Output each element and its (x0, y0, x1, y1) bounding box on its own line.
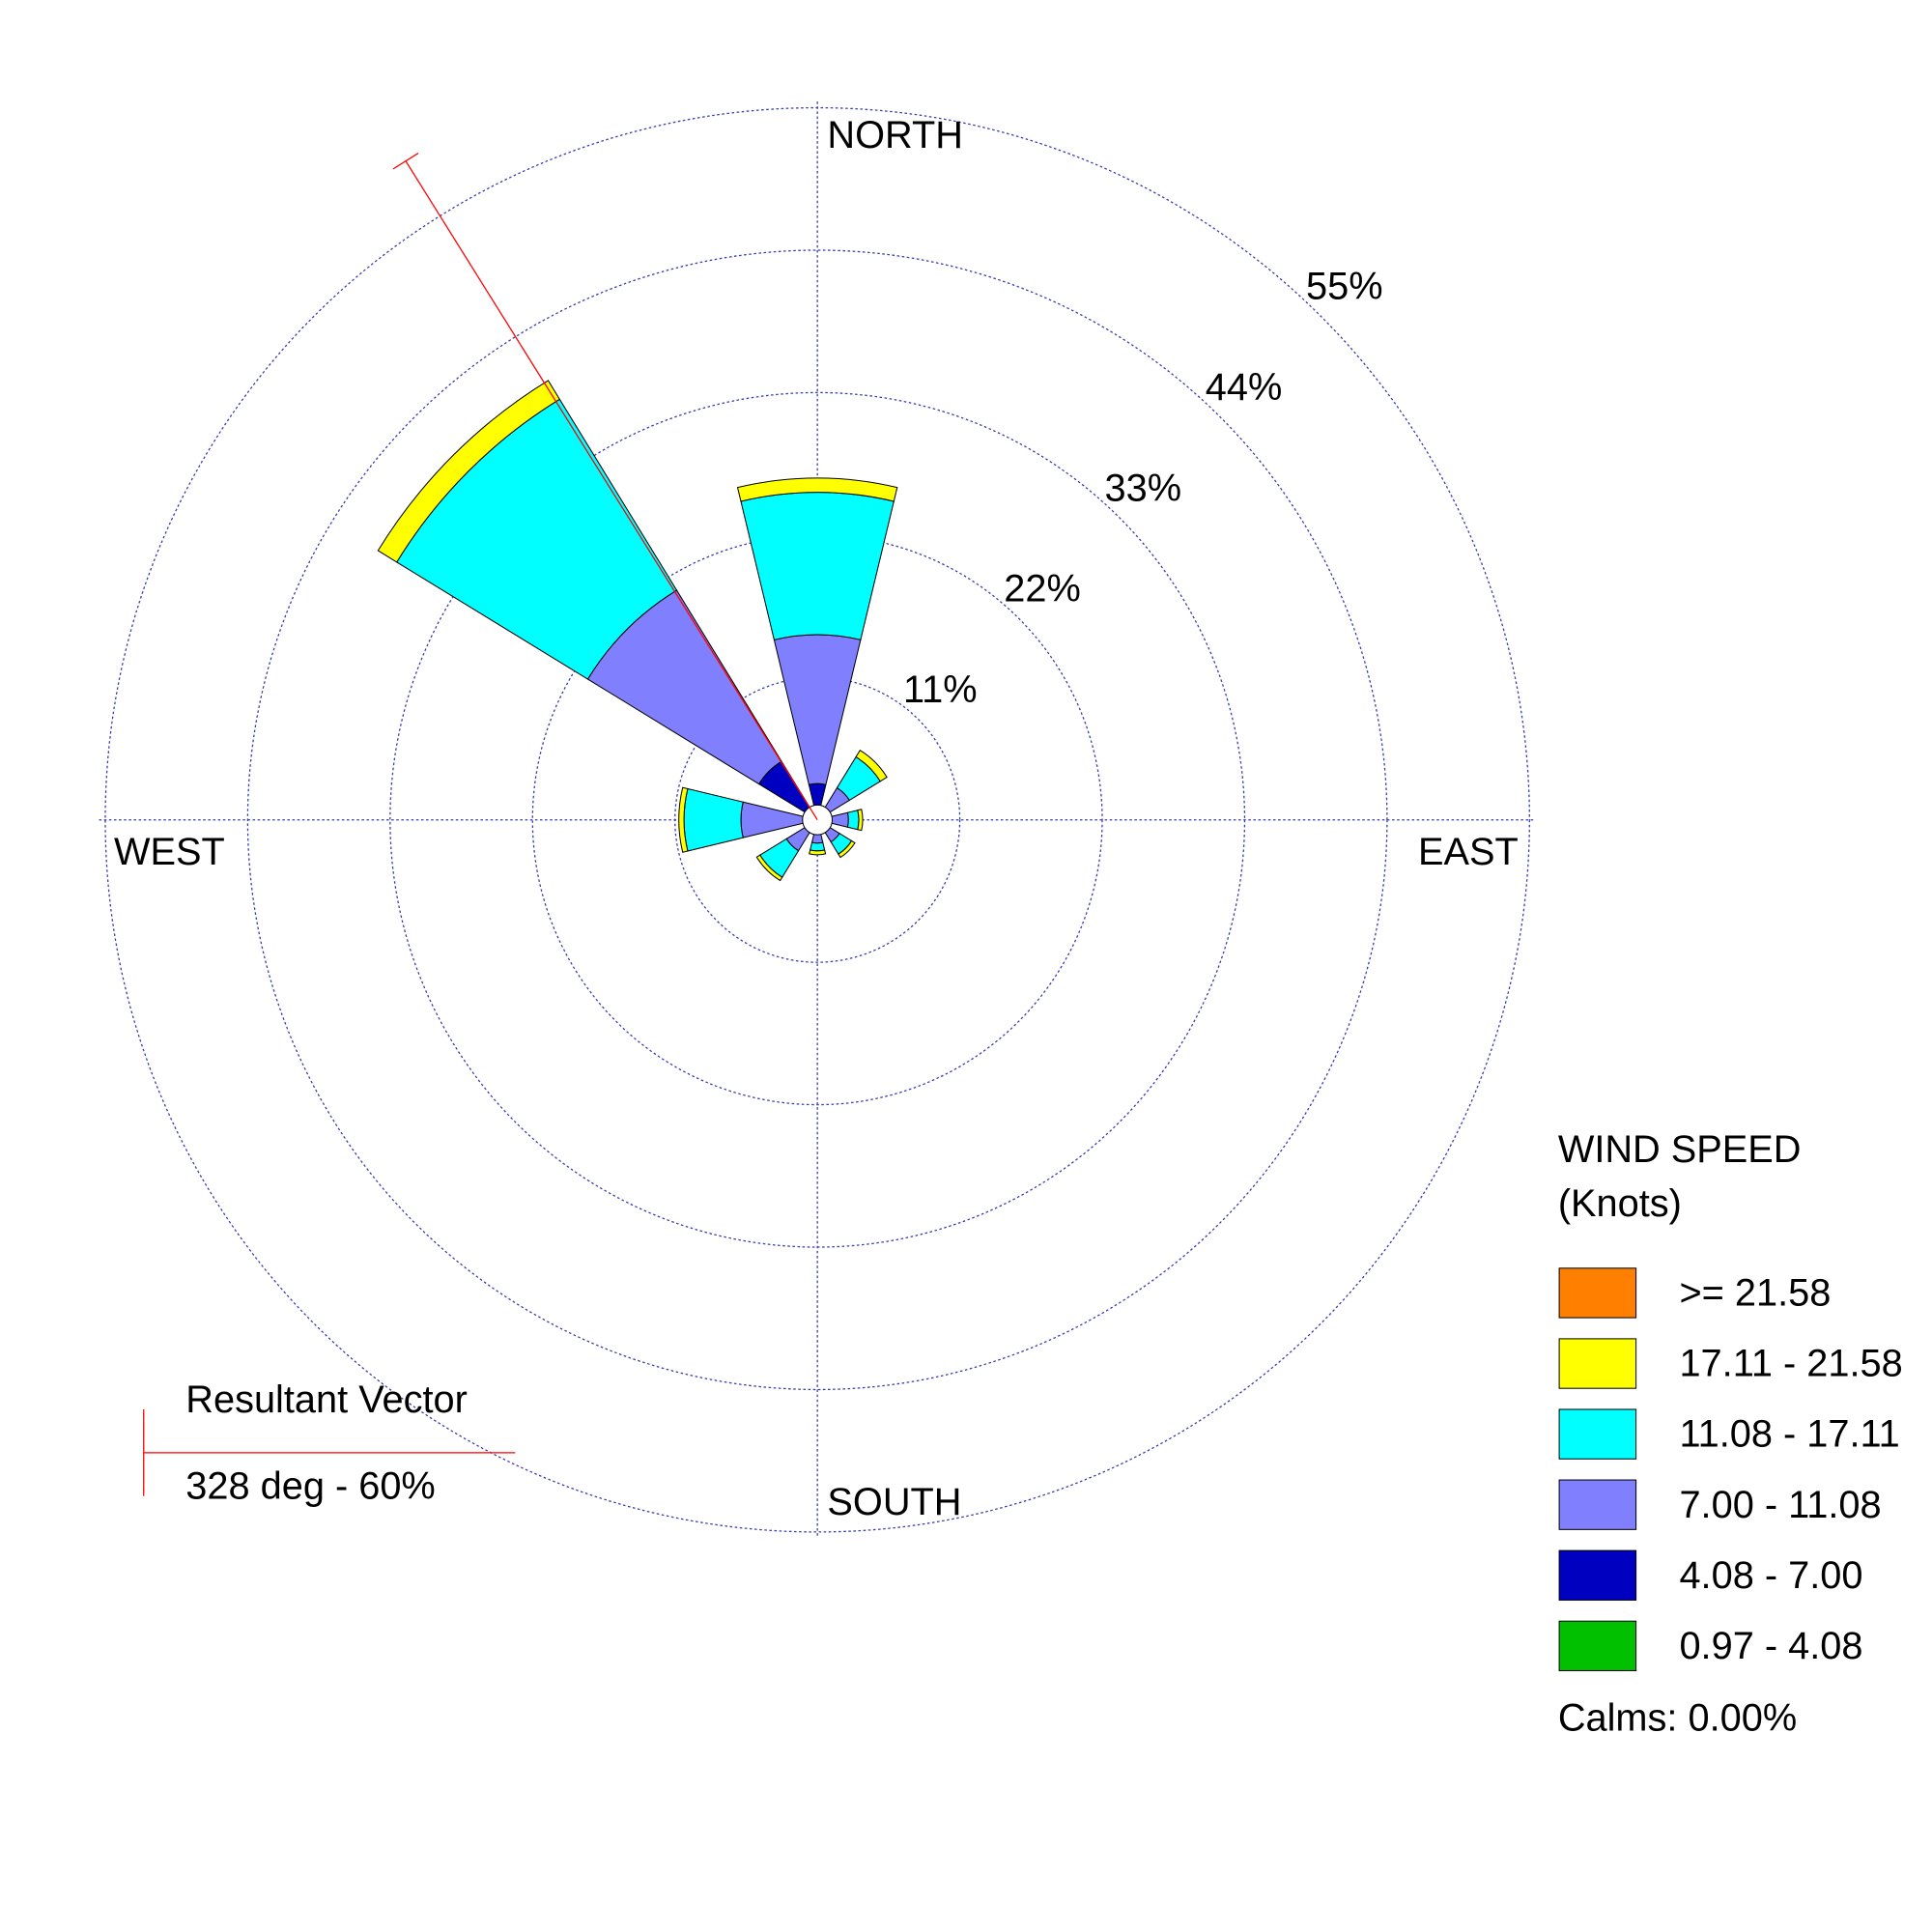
compass-label: NORTH (827, 114, 963, 156)
sector-segment (773, 634, 862, 785)
sector-segment (755, 854, 783, 882)
sector-segment (740, 492, 895, 640)
compass-label: EAST (1418, 831, 1519, 873)
resultant-cap (392, 153, 419, 170)
sector-segment (377, 380, 561, 563)
calms-label: Calms: 0.00% (1558, 1696, 1797, 1739)
sector-segment (846, 810, 860, 831)
legend-swatch (1558, 1267, 1637, 1319)
sector-segment (678, 786, 689, 853)
sector-segment (683, 787, 744, 852)
legend-label: 11.08 - 17.11 (1679, 1413, 1899, 1456)
r-tick-label: 11% (903, 668, 978, 711)
resultant-vector (405, 160, 818, 821)
legend-swatch (1558, 1479, 1637, 1530)
legend-swatch (1558, 1620, 1637, 1672)
legend-swatch (1558, 1338, 1637, 1389)
resultant-label: 328 deg - 60% (185, 1465, 435, 1508)
legend-label: 7.00 - 11.08 (1679, 1484, 1881, 1526)
legend-swatch (1558, 1549, 1637, 1601)
legend-label: 0.97 - 4.08 (1679, 1625, 1862, 1667)
sector-segment (857, 809, 864, 832)
sector-segment (736, 477, 898, 502)
legend-label: >= 21.58 (1679, 1272, 1831, 1315)
sector-segment (809, 849, 827, 856)
sector-segment (838, 839, 856, 859)
r-tick-label: 22% (1004, 568, 1081, 611)
compass-label: SOUTH (827, 1481, 961, 1523)
r-tick-label: 33% (1105, 467, 1182, 509)
sector-segment (855, 750, 888, 782)
r-tick-label: 55% (1306, 266, 1383, 308)
compass-label: WEST (114, 831, 225, 873)
legend-label: 17.11 - 21.58 (1679, 1343, 1902, 1385)
sector-segment (810, 841, 826, 852)
legend-title: (Knots) (1558, 1182, 1682, 1225)
legend-title: WIND SPEED (1558, 1128, 1802, 1171)
resultant-title: Resultant Vector (185, 1378, 468, 1421)
r-tick-label: 44% (1206, 366, 1283, 409)
legend-label: 4.08 - 7.00 (1679, 1554, 1862, 1597)
legend-swatch (1558, 1408, 1637, 1460)
